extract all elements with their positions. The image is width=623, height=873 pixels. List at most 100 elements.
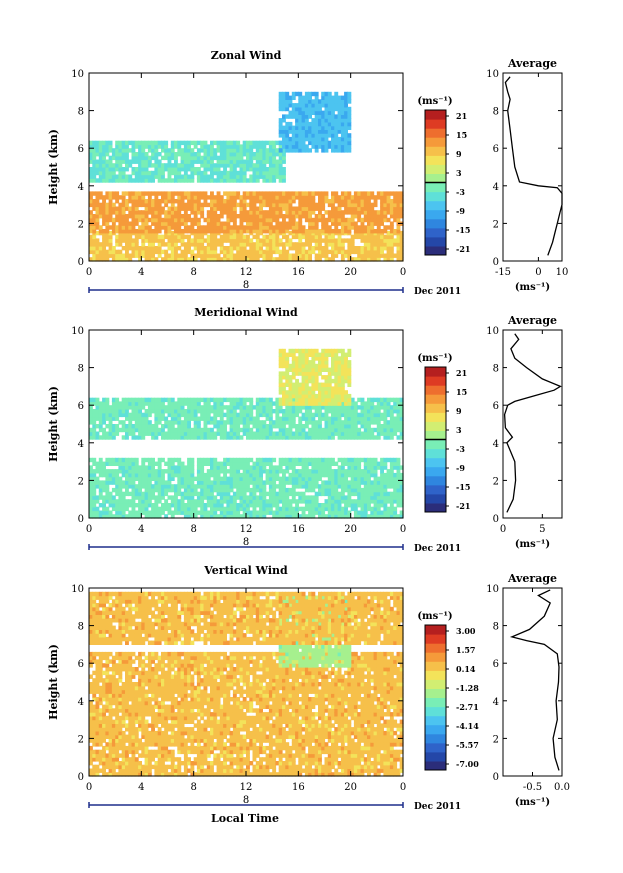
- heatmap-cell: [219, 495, 224, 500]
- heatmap-cell: [239, 457, 244, 463]
- heatmap-cell: [255, 480, 260, 485]
- heatmap-cell: [282, 461, 286, 466]
- heatmap-cell: [196, 476, 201, 481]
- heatmap-cell: [265, 503, 270, 508]
- heatmap-cell: [183, 420, 188, 425]
- heatmap-cell: [327, 491, 332, 497]
- heatmap-cell: [282, 155, 286, 161]
- heatmap-cell: [360, 217, 365, 223]
- heatmap-cell: [282, 174, 286, 179]
- heatmap-cell: [216, 514, 221, 519]
- heatmap-cell: [288, 257, 293, 262]
- heatmap-cell: [334, 121, 339, 127]
- heatmap-cell: [125, 514, 129, 519]
- heatmap-cell: [206, 484, 211, 489]
- heatmap-cell: [318, 242, 322, 247]
- heatmap-cell: [373, 202, 378, 208]
- heatmap-cell: [232, 503, 237, 508]
- heatmap-cell: [301, 495, 306, 500]
- heatmap-cell: [170, 195, 175, 200]
- heatmap-cell: [278, 178, 283, 183]
- heatmap-cell: [376, 217, 381, 223]
- heatmap-cell: [311, 416, 316, 421]
- heatmap-cell: [324, 409, 329, 414]
- heatmap-cell: [203, 140, 208, 146]
- heatmap-cell: [308, 129, 312, 134]
- heatmap-cell: [295, 234, 299, 240]
- heatmap-cell: [367, 465, 371, 470]
- heatmap-cell: [161, 495, 165, 500]
- heatmap-cell: [363, 487, 368, 493]
- heatmap-cell: [298, 514, 303, 519]
- heatmap-cell: [128, 178, 133, 183]
- heatmap-cell: [318, 229, 322, 234]
- heatmap-cell: [311, 225, 316, 230]
- heatmap-cell: [141, 202, 146, 208]
- heatmap-cell: [350, 491, 355, 497]
- heatmap-cell: [141, 152, 146, 157]
- heatmap-cell: [331, 148, 335, 153]
- heatmap-cell: [125, 409, 129, 414]
- heatmap-cell: [255, 420, 260, 425]
- heatmap-cell: [203, 155, 208, 161]
- heatmap-cell: [108, 225, 113, 230]
- heatmap-cell: [161, 167, 165, 172]
- heatmap-cell: [144, 476, 149, 481]
- heatmap-cell: [128, 210, 133, 215]
- heatmap-cell: [134, 514, 139, 519]
- heatmap-cell: [347, 461, 352, 466]
- colorbar-swatch: [425, 227, 446, 238]
- heatmap-cell: [344, 110, 348, 115]
- heatmap-cell: [174, 409, 178, 414]
- heatmap-cell: [383, 503, 388, 508]
- heatmap-cell: [98, 495, 103, 500]
- heatmap-cell: [105, 140, 110, 146]
- heatmap-cell: [259, 431, 263, 436]
- heatmap-cell: [161, 427, 165, 433]
- heatmap-cell: [259, 221, 263, 226]
- heatmap-cell: [108, 202, 113, 208]
- heatmap-cell: [167, 424, 172, 429]
- heatmap-cell: [190, 140, 195, 146]
- heatmap-cell: [259, 401, 263, 406]
- heatmap-cell: [144, 234, 149, 240]
- heatmap-cell: [232, 242, 237, 247]
- heatmap-cell: [111, 225, 116, 230]
- heatmap-cell: [275, 229, 280, 234]
- heatmap-cell: [295, 246, 299, 251]
- heatmap-cell: [216, 491, 221, 497]
- heatmap-cell: [246, 499, 250, 504]
- heatmap-cell: [102, 253, 106, 258]
- heatmap-cell: [239, 495, 244, 500]
- heatmap-cell: [196, 499, 201, 504]
- heatmap-cell: [174, 412, 178, 418]
- heatmap-cell: [311, 202, 316, 208]
- heatmap-cell: [223, 461, 227, 466]
- heatmap-cell: [255, 397, 260, 403]
- heatmap-cell: [298, 121, 303, 127]
- heatmap-cell: [298, 242, 303, 247]
- heatmap-cell: [278, 506, 283, 512]
- heatmap-cell: [321, 246, 326, 251]
- heatmap-cell: [164, 409, 169, 414]
- heatmap-cell: [157, 409, 162, 414]
- heatmap-cell: [311, 457, 316, 463]
- heatmap-cell: [128, 195, 133, 200]
- heatmap-cell: [157, 140, 162, 146]
- heatmap-cell: [174, 431, 178, 436]
- heatmap-cell: [170, 148, 175, 153]
- heatmap-cell: [252, 431, 257, 436]
- heatmap-cell: [125, 461, 129, 466]
- heatmap-cell: [246, 242, 250, 247]
- heatmap-cell: [229, 476, 234, 481]
- heatmap-cell: [89, 409, 93, 414]
- heatmap-cell: [295, 427, 299, 433]
- heatmap-cell: [291, 199, 296, 204]
- heatmap-cell: [304, 503, 309, 508]
- heatmap-cell: [232, 495, 237, 500]
- heatmap-cell: [111, 503, 116, 508]
- heatmap-cell: [327, 99, 332, 104]
- heatmap-cell: [232, 506, 237, 512]
- heatmap-cell: [282, 435, 286, 440]
- heatmap-cell: [396, 253, 401, 258]
